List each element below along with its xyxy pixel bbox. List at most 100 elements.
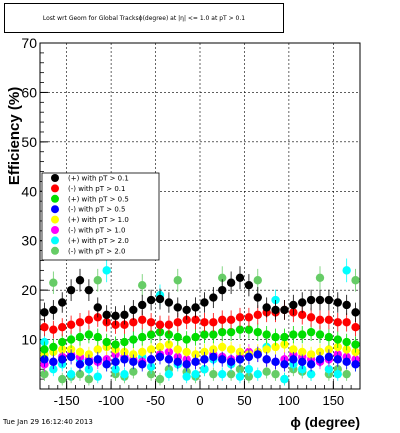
data-point [146, 345, 156, 354]
data-point [280, 305, 289, 315]
data-point [173, 332, 182, 342]
data-point [298, 357, 307, 367]
data-point [289, 330, 298, 339]
data-point [49, 325, 58, 334]
data-point [200, 365, 209, 374]
data-point [66, 335, 76, 344]
data-point [164, 355, 174, 364]
data-point [226, 369, 236, 379]
data-point [306, 360, 316, 369]
data-point [315, 347, 325, 357]
data-point [120, 369, 129, 379]
data-point [226, 327, 236, 337]
data-point [298, 310, 307, 320]
data-point [146, 355, 156, 364]
data-point [218, 369, 227, 379]
data-point [138, 360, 147, 369]
data-point [200, 347, 209, 357]
y-tick-label: 20 [21, 282, 37, 298]
data-point [209, 318, 218, 327]
data-point [262, 345, 271, 354]
data-point [315, 315, 325, 324]
data-point [200, 355, 209, 364]
data-point [253, 327, 262, 337]
data-point [226, 278, 236, 287]
y-tick-label: 70 [21, 35, 37, 51]
data-point [351, 308, 360, 317]
data-point [93, 332, 102, 342]
data-point [120, 310, 129, 320]
data-point [66, 352, 76, 362]
data-point [182, 372, 191, 381]
data-point [209, 330, 218, 339]
data-point [146, 369, 156, 379]
timestamp: Tue Jan 29 16:12:40 2013 [3, 418, 93, 426]
data-point [49, 357, 58, 367]
data-point [93, 345, 102, 354]
data-point [324, 352, 334, 362]
data-point [351, 276, 360, 285]
data-point [191, 332, 200, 342]
data-point [262, 303, 271, 312]
data-point [155, 352, 165, 362]
data-point [271, 357, 280, 367]
data-point [66, 369, 76, 379]
data-point [324, 315, 334, 324]
data-point [120, 355, 129, 364]
data-point [351, 360, 360, 369]
data-point [75, 276, 85, 285]
data-point [271, 369, 280, 379]
data-point [342, 357, 351, 367]
data-point [342, 300, 351, 310]
data-point [84, 374, 94, 384]
data-point [111, 357, 120, 367]
data-point [218, 355, 227, 364]
legend-box [41, 172, 160, 261]
legend-label: (+) with pT > 0.5 [68, 195, 129, 203]
data-point [146, 330, 156, 339]
data-point [235, 365, 245, 374]
data-point [315, 330, 325, 339]
data-point [333, 298, 342, 307]
data-point [315, 295, 325, 305]
data-point [138, 332, 147, 342]
data-point [244, 372, 254, 381]
data-point [218, 285, 227, 295]
data-point [235, 355, 245, 364]
data-point [66, 320, 76, 329]
data-point [244, 325, 254, 334]
data-point [138, 347, 147, 357]
data-point [102, 266, 111, 275]
data-point [173, 345, 182, 354]
data-point [298, 330, 307, 339]
data-point [155, 342, 165, 352]
data-point [129, 318, 138, 327]
data-point [58, 337, 67, 347]
series-1 [40, 300, 360, 339]
data-point [182, 305, 191, 315]
data-point [40, 355, 49, 364]
y-tick-label: 50 [21, 134, 37, 150]
data-point [49, 278, 58, 287]
data-point [226, 345, 236, 354]
data-point [253, 369, 262, 379]
data-point [111, 365, 120, 374]
legend-marker [51, 215, 59, 224]
data-point [164, 298, 174, 307]
data-point [342, 369, 351, 379]
data-point [102, 337, 111, 347]
data-point [351, 323, 360, 332]
data-point [262, 330, 271, 339]
legend-marker [51, 246, 59, 255]
legend-label: (-) with pT > 0.1 [68, 185, 125, 193]
legend-label: (+) with pT > 0.1 [68, 175, 129, 183]
data-point [271, 332, 280, 342]
data-point [155, 320, 165, 329]
data-point [49, 365, 58, 374]
legend-marker [51, 205, 59, 214]
data-point [58, 355, 67, 364]
data-point [49, 305, 58, 315]
data-point [40, 369, 49, 379]
data-point [120, 337, 129, 347]
data-point [102, 310, 111, 320]
